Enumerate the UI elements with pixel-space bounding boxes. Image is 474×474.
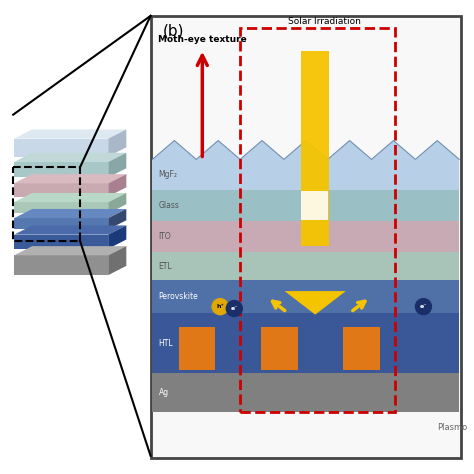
Bar <box>179 327 216 370</box>
Circle shape <box>415 299 431 315</box>
Polygon shape <box>108 226 127 249</box>
Bar <box>344 327 380 370</box>
Polygon shape <box>14 235 108 249</box>
Text: e⁻: e⁻ <box>230 306 238 311</box>
Bar <box>240 27 395 412</box>
Polygon shape <box>108 174 127 197</box>
Text: (b): (b) <box>162 24 184 39</box>
Polygon shape <box>14 183 108 197</box>
Circle shape <box>212 299 228 315</box>
Bar <box>153 190 459 221</box>
Polygon shape <box>14 209 127 218</box>
Text: Moth-eye texture: Moth-eye texture <box>158 35 246 44</box>
Bar <box>153 313 459 374</box>
Text: h⁺: h⁺ <box>216 304 224 309</box>
Text: Glass: Glass <box>158 201 180 210</box>
Polygon shape <box>108 209 127 229</box>
Polygon shape <box>14 218 108 229</box>
Polygon shape <box>14 153 127 162</box>
Text: MgF₂: MgF₂ <box>158 170 178 179</box>
Bar <box>301 191 328 220</box>
Text: ITO: ITO <box>158 232 171 241</box>
Polygon shape <box>14 174 127 183</box>
Polygon shape <box>108 129 127 156</box>
Polygon shape <box>108 246 127 275</box>
Polygon shape <box>108 153 127 177</box>
Polygon shape <box>285 291 346 315</box>
Bar <box>153 280 459 313</box>
Bar <box>153 252 459 280</box>
Bar <box>261 327 298 370</box>
Polygon shape <box>14 193 127 202</box>
Bar <box>153 221 459 252</box>
Text: Solar Irradiation: Solar Irradiation <box>288 17 361 26</box>
Bar <box>153 159 459 190</box>
Circle shape <box>226 301 242 317</box>
Text: Plasmo: Plasmo <box>438 423 468 432</box>
Text: ETL: ETL <box>158 262 172 271</box>
Bar <box>153 374 459 412</box>
Text: Perovskite: Perovskite <box>158 292 198 301</box>
Polygon shape <box>14 246 127 255</box>
Text: e⁻: e⁻ <box>419 304 427 309</box>
Polygon shape <box>153 141 459 190</box>
Bar <box>151 16 461 458</box>
Polygon shape <box>14 226 127 235</box>
Polygon shape <box>14 255 108 275</box>
Polygon shape <box>14 202 108 213</box>
Bar <box>301 51 329 246</box>
Polygon shape <box>14 162 108 177</box>
Polygon shape <box>14 139 108 156</box>
Text: HTL: HTL <box>158 339 173 348</box>
Polygon shape <box>14 129 127 139</box>
Polygon shape <box>108 193 127 213</box>
Text: Ag: Ag <box>158 388 169 397</box>
